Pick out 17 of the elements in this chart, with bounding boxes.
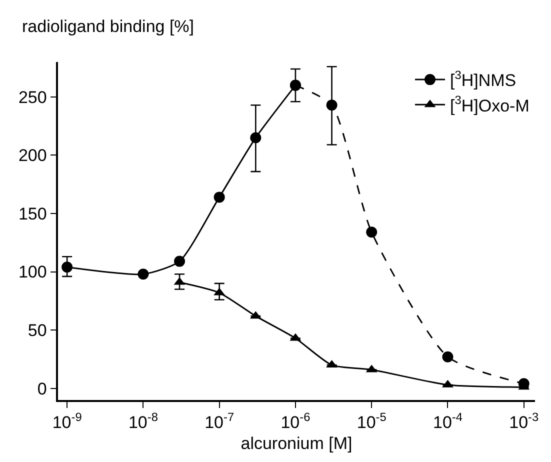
x-tick-label: 10$^{-8}$ bbox=[128, 410, 158, 432]
x-tick-label: 10$^{-5}$ bbox=[356, 410, 387, 432]
legend-label: [$^{3}$H]NMS bbox=[450, 68, 516, 90]
y-tick-label: 250 bbox=[18, 88, 47, 107]
y-tick-label: 100 bbox=[18, 262, 47, 282]
y-tick-label: 150 bbox=[18, 204, 47, 224]
x-tick-label: 10$^{-6}$ bbox=[280, 410, 311, 432]
y-tick-label: 0 bbox=[37, 379, 47, 398]
legend-label: [$^{3}$H]Oxo-M bbox=[450, 93, 530, 116]
x-tick-label: 10$^{-4}$ bbox=[432, 410, 463, 432]
x-axis-title: alcuronium [M] bbox=[240, 434, 352, 454]
y-tick-label: 200 bbox=[18, 146, 47, 166]
x-tick-label: 10$^{-3}$ bbox=[509, 410, 539, 432]
x-tick-label: 10$^{-7}$ bbox=[204, 410, 234, 432]
y-axis-title: radioligand binding [%] bbox=[22, 17, 194, 36]
x-tick-label: 10$^{-9}$ bbox=[52, 410, 82, 432]
y-tick-label: 50 bbox=[28, 321, 47, 340]
